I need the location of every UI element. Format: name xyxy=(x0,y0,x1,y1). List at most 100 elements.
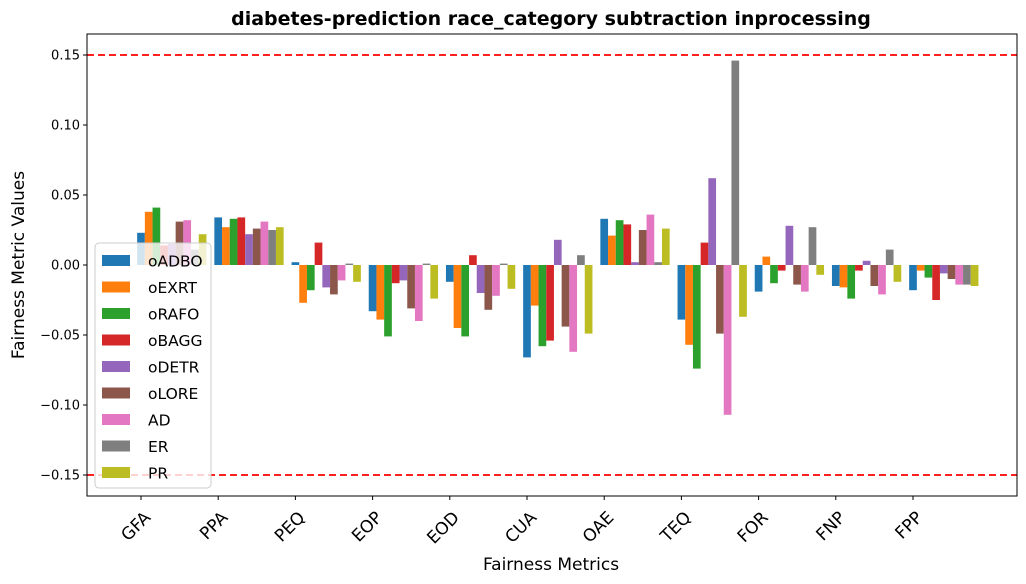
bar-ad-oae xyxy=(646,214,655,265)
bar-oexrt-eod xyxy=(453,265,462,328)
bar-obagg-eod xyxy=(469,255,477,265)
x-tick-label-oae: OAE xyxy=(579,508,618,547)
bar-odetr-fnp xyxy=(862,260,871,265)
bar-er-eop xyxy=(422,263,431,265)
bar-er-fpp xyxy=(963,265,971,285)
bar-oexrt-fpp xyxy=(916,265,925,271)
x-axis-ticks: GFA PPA PEQ EOP EOD CUA OAE TEQ FOR FNP FPP xyxy=(118,496,927,548)
bar-orafo-fnp xyxy=(847,265,856,299)
legend-label-er: ER xyxy=(148,438,169,456)
bar-odetr-ppa xyxy=(245,234,253,265)
bar-ad-fnp xyxy=(878,265,886,295)
bar-olore-for xyxy=(793,265,801,285)
bar-orafo-peq xyxy=(306,265,315,291)
bar-orafo-cua xyxy=(538,265,547,347)
legend-label-ad: AD xyxy=(148,412,171,430)
x-tick-label-cua: CUA xyxy=(501,508,541,548)
bar-pr-cua xyxy=(584,265,593,334)
bar-obagg-for xyxy=(777,265,786,271)
bar-olore-fpp xyxy=(947,265,956,279)
bar-pr-for xyxy=(816,265,825,275)
bar-oexrt-peq xyxy=(299,265,307,303)
legend-swatch-pr xyxy=(102,467,130,478)
bar-odetr-eop xyxy=(399,265,408,281)
bar-orafo-oae xyxy=(615,220,624,265)
bar-pr-fnp xyxy=(893,265,902,282)
reference-lines xyxy=(87,54,1017,476)
x-tick-label-teq: TEQ xyxy=(656,508,695,547)
bar-oexrt-ppa xyxy=(222,227,230,265)
bar-er-cua xyxy=(577,255,585,265)
bar-obagg-peq xyxy=(314,242,323,265)
y-tick-label: 0.10 xyxy=(51,119,80,134)
bar-oadbo-fnp xyxy=(831,265,840,286)
bar-odetr-oae xyxy=(631,262,639,265)
bar-olore-teq xyxy=(716,265,724,334)
bar-orafo-for xyxy=(770,265,778,284)
bar-orafo-ppa xyxy=(229,218,238,265)
bar-olore-oae xyxy=(638,230,647,265)
legend-swatch-er xyxy=(102,440,130,452)
legend: oADBO oEXRT oRAFO oBAGG oDETR oLORE AD ER PR xyxy=(94,242,212,489)
bar-odetr-for xyxy=(785,225,794,265)
legend-label-oadbo: oADBO xyxy=(148,253,203,271)
legend-frame xyxy=(94,242,212,489)
y-tick-label: −0.10 xyxy=(40,399,80,414)
y-tick-label: 0.05 xyxy=(51,189,80,204)
bar-orafo-eop xyxy=(384,265,392,337)
bar-pr-ppa xyxy=(275,227,284,265)
x-tick-label-fnp: FNP xyxy=(813,508,850,545)
legend-label-orafo: oRAFO xyxy=(148,306,199,324)
y-tick-label: 0.15 xyxy=(51,49,80,64)
x-axis-label: Fairness Metrics xyxy=(483,555,619,575)
bar-ad-peq xyxy=(337,265,346,281)
x-tick-label-fpp: FPP xyxy=(891,508,927,544)
bar-obagg-teq xyxy=(700,242,709,265)
bar-ad-eop xyxy=(414,265,423,321)
bar-obagg-ppa xyxy=(237,217,246,265)
bar-er-for xyxy=(808,227,817,265)
legend-swatch-oadbo xyxy=(102,255,130,266)
bar-oadbo-eod xyxy=(445,265,454,282)
bar-ad-ppa xyxy=(260,221,269,265)
bar-ad-teq xyxy=(723,265,732,415)
legend-swatch-orafo xyxy=(102,308,130,319)
bar-oexrt-gfa xyxy=(144,211,153,265)
x-tick-label-for: FOR xyxy=(734,508,773,547)
bar-er-peq xyxy=(345,263,354,265)
x-tick-label-peq: PEQ xyxy=(271,508,309,546)
bar-odetr-cua xyxy=(553,239,562,265)
bar-oadbo-cua xyxy=(523,265,531,358)
legend-swatch-olore xyxy=(102,387,130,399)
bar-oadbo-peq xyxy=(291,262,300,265)
bar-olore-eop xyxy=(407,265,415,309)
bar-odetr-peq xyxy=(322,265,331,288)
plot-frame xyxy=(86,33,1018,497)
chart-title: diabetes-prediction race_category subtra… xyxy=(231,8,871,30)
bar-olore-cua xyxy=(561,265,570,327)
bar-orafo-teq xyxy=(692,265,701,369)
bar-obagg-cua xyxy=(546,265,554,341)
bar-ad-eod xyxy=(492,265,500,296)
bar-er-oae xyxy=(654,262,662,265)
bar-pr-oae xyxy=(661,228,670,265)
bar-oexrt-cua xyxy=(530,265,539,306)
y-tick-label: −0.05 xyxy=(40,329,80,344)
bar-obagg-oae xyxy=(623,224,632,265)
bar-olore-fnp xyxy=(870,265,879,286)
legend-label-oexrt: oEXRT xyxy=(148,279,198,297)
bar-ad-fpp xyxy=(955,265,964,285)
bar-pr-eop xyxy=(430,265,439,299)
bar-er-eod xyxy=(499,263,508,265)
bar-olore-eod xyxy=(484,265,493,310)
bar-orafo-eod xyxy=(461,265,470,337)
x-tick-label-eop: EOP xyxy=(348,508,386,546)
bar-oadbo-teq xyxy=(677,265,686,320)
legend-label-olore: oLORE xyxy=(148,385,198,403)
y-tick-label: −0.15 xyxy=(40,469,80,484)
bar-obagg-eop xyxy=(391,265,400,284)
bars-group xyxy=(137,60,979,415)
bar-er-ppa xyxy=(268,230,276,265)
bar-orafo-gfa xyxy=(152,207,161,265)
